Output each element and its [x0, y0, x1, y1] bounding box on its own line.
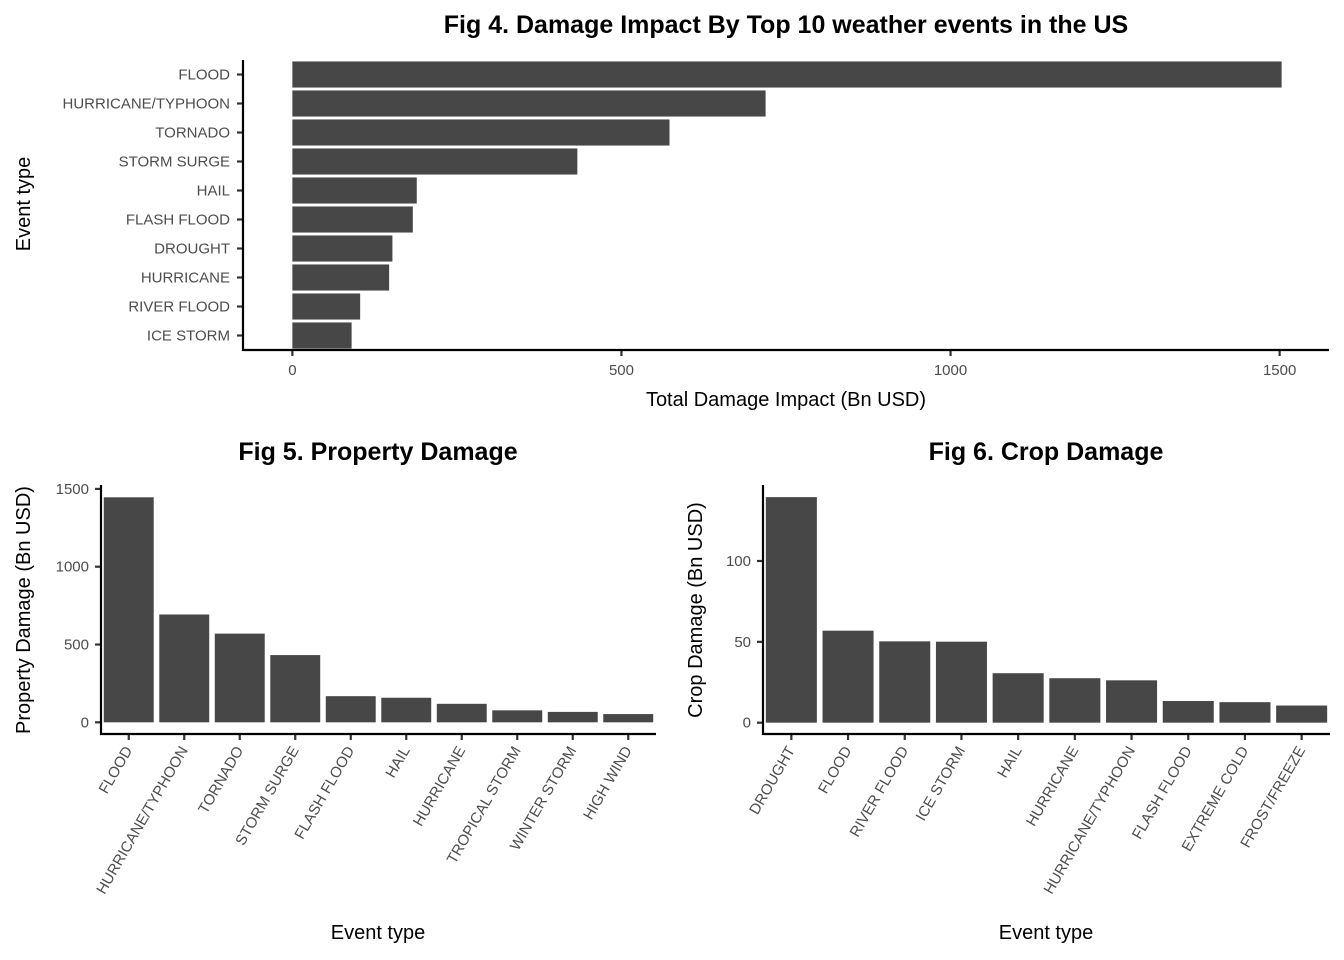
fig6-title: Fig 6. Crop Damage: [929, 438, 1164, 466]
fig4-chart: Fig 4. Damage Impact By Top 10 weather e…: [13, 11, 1329, 411]
fig4-bar-tornado: [292, 119, 670, 146]
fig4-x-tick-label: 0: [288, 362, 296, 379]
fig4-y-tick-label: HURRICANE: [141, 270, 230, 287]
fig5-bar-storm-surge: [270, 655, 321, 723]
fig5-bars: [103, 497, 654, 723]
fig5-title: Fig 5. Property Damage: [238, 438, 517, 466]
fig6-bar-flash-flood: [1162, 701, 1214, 723]
fig4-x-tick-label: 500: [609, 362, 634, 379]
fig6-x-axis-title: Event type: [999, 922, 1094, 944]
fig4-bar-ice-storm: [292, 322, 352, 349]
fig6-bar-frost-freeze: [1276, 705, 1328, 723]
fig4-bars: [292, 61, 1282, 349]
fig4-ticks: FLOOD HURRICANE/TYPHOON TORNADO STORM SURGE…: [62, 67, 1296, 380]
fig4-y-tick-label: ICE STORM: [147, 328, 230, 345]
fig4-bar-river-flood: [292, 293, 361, 320]
fig5-x-axis-title: Event type: [331, 922, 426, 944]
fig4-y-axis-title: Event type: [13, 157, 35, 252]
fig4-bar-storm-surge: [292, 148, 578, 175]
fig6-bar-extreme-cold: [1219, 702, 1271, 723]
fig4-y-tick-label: FLASH FLOOD: [126, 212, 230, 229]
fig5-bar-hurricane: [436, 703, 487, 723]
fig4-y-tick-label: HAIL: [197, 183, 230, 200]
fig6-bar-flood: [822, 630, 874, 723]
fig4-x-tick-label: 1000: [934, 362, 967, 379]
fig5-bar-high-wind: [603, 714, 654, 723]
fig4-bar-hurricane: [292, 264, 390, 291]
fig6-bar-hurricane-typhoon: [1106, 680, 1158, 723]
fig5-bar-hail: [381, 697, 432, 723]
fig5-y-tick-label: 1500: [56, 481, 89, 498]
fig4-y-tick-label: TORNADO: [155, 125, 230, 142]
fig4-bar-hurricane-typhoon: [292, 90, 766, 117]
fig4-y-tick-label: STORM SURGE: [119, 154, 230, 171]
fig6-bar-hail: [992, 673, 1044, 723]
fig5-bar-hurricane-typhoon: [159, 614, 210, 723]
fig5-bar-tropical-storm: [492, 710, 543, 723]
fig6-bar-river-flood: [879, 641, 931, 723]
fig5-y-tick-label: 0: [81, 714, 89, 731]
fig4-x-tick-label: 1500: [1263, 362, 1296, 379]
fig4-bar-flood: [292, 61, 1282, 88]
fig6-y-axis-title: Crop Damage (Bn USD): [685, 502, 707, 718]
fig4-x-axis-title: Total Damage Impact (Bn USD): [646, 389, 926, 411]
fig4-y-tick-label: HURRICANE/TYPHOON: [62, 96, 230, 113]
fig5-y-axis-title: Property Damage (Bn USD): [13, 486, 35, 734]
fig4-y-tick-label: RIVER FLOOD: [128, 299, 230, 316]
fig5-bar-tornado: [214, 633, 265, 723]
fig5-y-tick-label: 1000: [56, 559, 89, 576]
fig6-bars: [765, 497, 1328, 723]
fig5-bar-winter-storm: [547, 711, 598, 723]
fig5-bar-flash-flood: [325, 696, 376, 723]
fig5-bar-flood: [103, 497, 154, 723]
fig5-y-tick-label: 500: [64, 637, 89, 654]
fig4-title: Fig 4. Damage Impact By Top 10 weather e…: [444, 11, 1128, 39]
fig6-y-tick-label: 100: [726, 553, 751, 570]
fig4-bar-flash-flood: [292, 206, 413, 233]
fig6-bar-ice-storm: [935, 641, 987, 723]
fig4-bar-hail: [292, 177, 417, 204]
fig6-y-tick-label: 0: [743, 715, 751, 732]
fig4-bar-drought: [292, 235, 393, 262]
fig4-y-tick-label: FLOOD: [178, 67, 230, 84]
fig6-bar-drought: [765, 497, 817, 723]
fig6-y-tick-label: 50: [734, 634, 751, 651]
fig4-y-tick-label: DROUGHT: [154, 241, 230, 258]
fig6-bar-hurricane: [1049, 678, 1101, 723]
